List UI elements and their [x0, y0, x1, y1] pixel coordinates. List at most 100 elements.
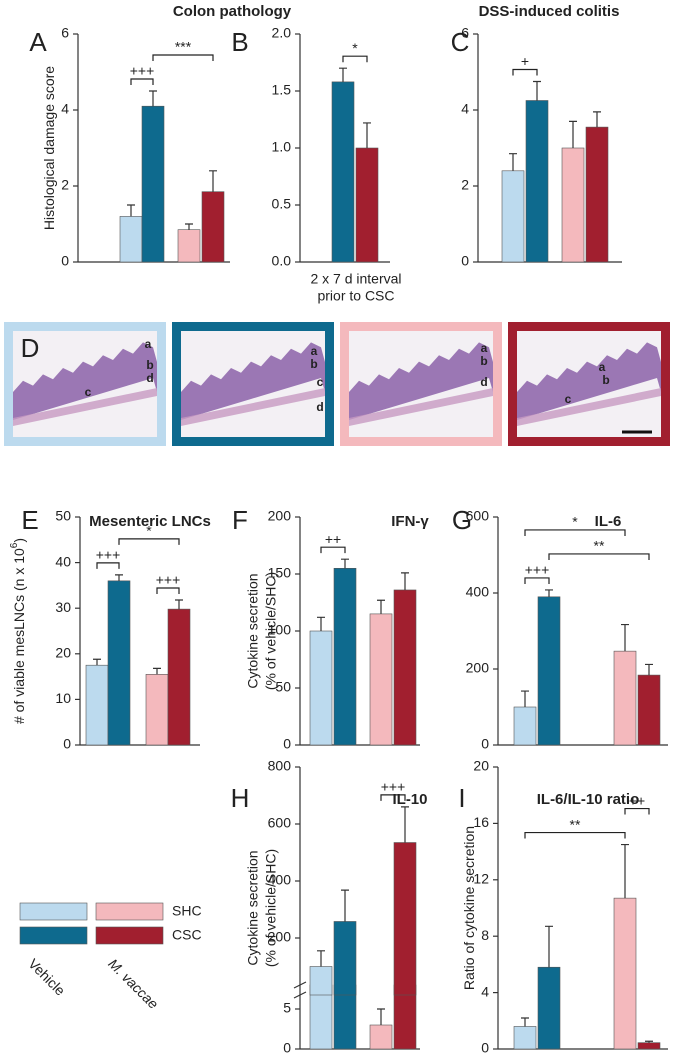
- y-axis-label: (% of vehicle/SHC): [263, 572, 279, 690]
- significance-bracket: [157, 588, 179, 594]
- bar: [310, 631, 332, 745]
- micrograph-label: d: [146, 371, 153, 385]
- bar: [614, 651, 636, 745]
- significance-bracket: [321, 547, 345, 553]
- x-axis-label: 2 x 7 d interval: [310, 271, 401, 287]
- micrograph-label: a: [481, 341, 488, 355]
- y-tick-label: 800: [268, 758, 292, 774]
- legend-swatch: [20, 903, 87, 920]
- y-axis-label: Cytokine secretion: [245, 573, 261, 688]
- bar: [514, 1026, 536, 1049]
- error-bar: [533, 82, 541, 101]
- error-bar: [341, 559, 349, 568]
- y-axis-label: Cytokine secretion: [245, 850, 261, 965]
- error-bar: [149, 91, 157, 106]
- bar: [394, 590, 416, 745]
- y-tick-label: 0.5: [272, 196, 292, 212]
- panel-letter: C: [451, 27, 470, 57]
- error-bar: [401, 807, 409, 843]
- legend-label: SHC: [172, 903, 202, 919]
- y-tick-label: 600: [268, 815, 292, 831]
- significance-label: +: [521, 53, 529, 69]
- micrograph-label: b: [310, 357, 317, 371]
- y-tick-label: 0: [481, 1040, 489, 1056]
- error-bar: [115, 575, 123, 581]
- bar: [638, 675, 660, 745]
- legend-label: CSC: [172, 927, 202, 943]
- micrograph-label: b: [146, 358, 153, 372]
- micrograph-label: a: [145, 337, 152, 351]
- y-tick-label: 1.5: [272, 82, 292, 98]
- y-tick-label: 4: [481, 983, 489, 999]
- section-title: DSS-induced colitis: [479, 3, 620, 20]
- bar: [108, 581, 130, 745]
- panel-letter: A: [29, 27, 47, 57]
- y-axis-label-suffix: ): [11, 538, 27, 543]
- significance-label: ++: [325, 531, 341, 547]
- bar: [502, 171, 524, 262]
- significance-bracket: [97, 563, 119, 569]
- bar: [514, 707, 536, 745]
- error-bar: [317, 951, 325, 967]
- micrograph-label: d: [316, 400, 323, 414]
- section-title: Colon pathology: [173, 3, 292, 20]
- significance-label: +++: [130, 63, 155, 79]
- micrograph-label: c: [317, 375, 324, 389]
- panel-letter: D: [21, 333, 40, 363]
- y-tick-label: 8: [481, 927, 489, 943]
- micrograph-label: c: [565, 392, 572, 406]
- error-bar: [93, 659, 101, 665]
- bar: [334, 568, 356, 745]
- y-axis-label: # of viable mesLNCs (n x 106): [9, 538, 27, 724]
- panel-title: IL-6/IL-10 ratio: [537, 791, 640, 808]
- panel-letter: I: [458, 783, 465, 813]
- significance-bracket: [131, 79, 153, 85]
- panel-letter: H: [231, 783, 250, 813]
- y-tick-label: 0: [283, 736, 291, 752]
- y-tick-label: 0: [481, 736, 489, 752]
- bar: [142, 106, 164, 262]
- y-tick-label: 0: [61, 253, 69, 269]
- bar: [370, 614, 392, 745]
- significance-bracket: [525, 578, 549, 584]
- error-bar: [341, 890, 349, 921]
- y-tick-label: 4: [461, 101, 469, 117]
- y-tick-label: 2: [61, 177, 69, 193]
- significance-label: *: [572, 514, 578, 530]
- bar: [370, 1025, 392, 1049]
- bar: [638, 1043, 660, 1049]
- x-axis-label: prior to CSC: [317, 288, 394, 304]
- error-bar: [377, 1009, 385, 1025]
- error-bar: [593, 112, 601, 127]
- error-bar: [377, 600, 385, 614]
- significance-bracket: [513, 70, 537, 76]
- y-tick-label: 200: [466, 660, 490, 676]
- error-bar: [545, 590, 553, 597]
- significance-bracket: [525, 530, 625, 536]
- micrograph-label: a: [599, 360, 606, 374]
- error-bar: [645, 664, 653, 675]
- bar: [86, 665, 108, 745]
- y-tick-label: 0: [283, 1040, 291, 1056]
- legend-group: M. vaccae: [105, 955, 162, 1012]
- panel-title: IFN-γ: [391, 513, 429, 530]
- error-bar: [545, 926, 553, 967]
- error-bar: [175, 600, 183, 609]
- y-tick-label: 0.0: [272, 253, 292, 269]
- y-axis-label: Ratio of cytokine secretion: [461, 826, 477, 990]
- y-tick-label: 1.0: [272, 139, 292, 155]
- error-bar: [185, 224, 193, 230]
- significance-label: +++: [525, 562, 550, 578]
- y-tick-label: 0: [63, 736, 71, 752]
- panel-letter: G: [452, 505, 472, 535]
- significance-label: **: [570, 816, 581, 832]
- bar: [168, 609, 190, 745]
- bar: [538, 967, 560, 1049]
- significance-label: **: [594, 538, 605, 554]
- bar: [562, 148, 584, 262]
- error-bar: [509, 154, 517, 171]
- y-tick-label: 20: [473, 758, 489, 774]
- panel-title: IL-6: [595, 513, 622, 530]
- panel-letter: B: [231, 27, 248, 57]
